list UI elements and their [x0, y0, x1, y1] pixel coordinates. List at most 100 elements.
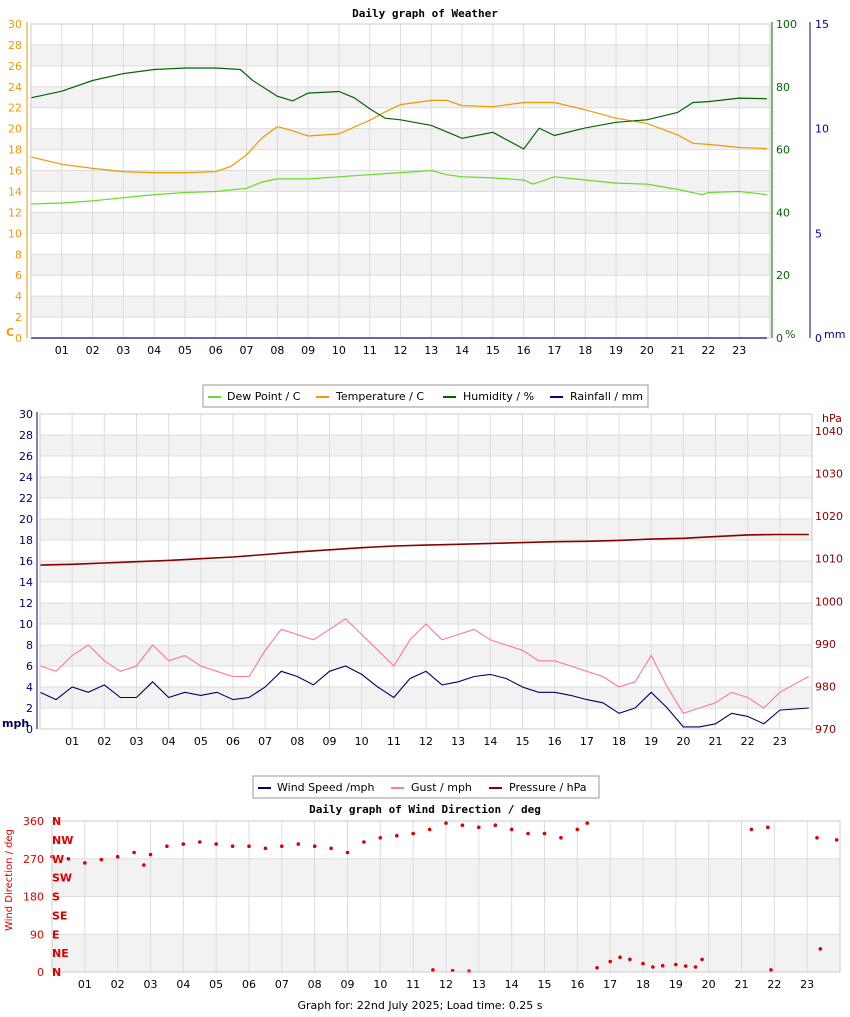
direction-point [280, 844, 284, 848]
x-tick-label: 07 [258, 735, 272, 748]
x-tick-label: 08 [308, 978, 322, 991]
plot-frame [39, 413, 813, 730]
x-tick-label: 18 [636, 978, 650, 991]
direction-point [542, 831, 547, 836]
legend-gust: Gust / mph [411, 781, 472, 794]
direction-point [296, 842, 301, 846]
pressure-tick-label: 1020 [815, 510, 843, 523]
pressure-tick-label: 1040 [815, 425, 843, 438]
direction-point [427, 827, 432, 832]
footer-status: Graph for: 22nd July 2025; Load time: 0.… [298, 999, 543, 1012]
direction-point [263, 846, 268, 851]
x-tick-label: 14 [455, 344, 469, 357]
wind-tick-label: 20 [19, 513, 33, 526]
x-tick-label: 11 [363, 344, 377, 357]
wind-tick-label: 4 [26, 681, 33, 694]
x-tick-label: 22 [767, 978, 781, 991]
pressure-line [39, 533, 809, 566]
direction-point [214, 842, 218, 846]
x-tick-label: 06 [209, 344, 223, 357]
temperature-tick-label: 8 [15, 248, 22, 261]
pressure-tick-label: 1000 [815, 595, 843, 608]
x-tick-label: 16 [517, 344, 531, 357]
x-tick-label: 19 [644, 735, 658, 748]
direction-point [683, 964, 688, 968]
wind-speed-line [39, 665, 809, 728]
wind-tick-label: 2 [26, 702, 33, 715]
wind-tick-label: 26 [19, 450, 33, 463]
temperature-tick-label: 26 [8, 60, 22, 73]
x-tick-label: 06 [226, 735, 240, 748]
weather-chart-title: Daily graph of Weather [352, 7, 498, 20]
x-tick-label: 10 [373, 978, 387, 991]
direction-point [431, 968, 435, 972]
x-tick-label: 04 [162, 735, 176, 748]
x-tick-label: 15 [538, 978, 552, 991]
direction-point [766, 825, 770, 830]
wind-direction-title: Daily graph of Wind Direction / deg [309, 803, 541, 816]
temperature-tick-label: 28 [8, 39, 22, 52]
x-tick-label: 05 [209, 978, 223, 991]
direction-point [815, 836, 819, 840]
direction-point [834, 838, 839, 842]
wind-axis-unit: mph [2, 717, 29, 730]
direction-point [444, 821, 448, 825]
direction-point [477, 825, 481, 830]
temperature-tick-label: 22 [8, 102, 22, 115]
x-tick-label: 20 [640, 344, 654, 357]
compass-label: SE [52, 909, 67, 922]
compass-label: N [52, 815, 61, 828]
temperature-axis-unit: C [6, 326, 14, 339]
direction-point [628, 957, 632, 962]
legend-temperature: Temperature / C [335, 390, 424, 403]
rainfall-axis-unit: mm [824, 328, 845, 341]
x-tick-label: 08 [270, 344, 284, 357]
rainfall-tick-label: 5 [815, 227, 822, 240]
direction-point [509, 827, 514, 832]
x-tick-label: 21 [671, 344, 685, 357]
wind-legend: Wind Speed /mph Gust / mph Pressure / hP… [252, 775, 600, 799]
direction-point [132, 850, 136, 855]
legend-dew-point: Dew Point / C [227, 390, 301, 403]
pressure-tick-label: 1030 [815, 468, 843, 481]
x-tick-label: 02 [86, 344, 100, 357]
direction-point [749, 827, 754, 832]
x-tick-label: 16 [548, 735, 562, 748]
temperature-line [30, 99, 767, 174]
humidity-tick-label: 60 [776, 144, 790, 157]
x-tick-label: 08 [290, 735, 304, 748]
humidity-tick-label: 20 [776, 269, 790, 282]
direction-point [641, 961, 645, 966]
compass-label: S [52, 891, 60, 904]
x-tick-label: 12 [439, 978, 453, 991]
humidity-tick-label: 40 [776, 206, 790, 219]
direction-tick-label: 0 [37, 966, 44, 979]
x-tick-label: 23 [800, 978, 814, 991]
humidity-axis-unit: % [785, 328, 795, 341]
direction-point [115, 854, 120, 859]
x-tick-label: 16 [570, 978, 584, 991]
direction-point [526, 831, 530, 836]
direction-point [660, 963, 665, 968]
rainfall-tick-label: 15 [815, 18, 829, 31]
wind-direction-ylabel: Wind Direction / deg [4, 829, 15, 931]
direction-point [818, 947, 823, 951]
pressure-axis-unit: hPa [822, 412, 842, 425]
weather-chart: Daily graph of Weather 01 02 03 04 05 06 07 08 0… [6, 7, 845, 408]
pressure-tick-label: 990 [815, 638, 836, 651]
x-tick-label: 11 [406, 978, 420, 991]
x-tick-label: 13 [472, 978, 486, 991]
x-tick-label: 03 [116, 344, 130, 357]
direction-tick-label: 270 [23, 853, 44, 866]
legend-wind-speed: Wind Speed /mph [277, 781, 375, 794]
x-tick-label: 20 [676, 735, 690, 748]
direction-point [651, 965, 655, 969]
direction-point [99, 857, 104, 862]
pressure-tick-label: 1010 [815, 553, 843, 566]
compass-label: NW [52, 834, 73, 847]
temperature-tick-label: 16 [8, 165, 22, 178]
x-tick-label: 20 [702, 978, 716, 991]
direction-point [148, 852, 153, 857]
direction-point [674, 962, 678, 967]
x-tick-label: 06 [242, 978, 256, 991]
